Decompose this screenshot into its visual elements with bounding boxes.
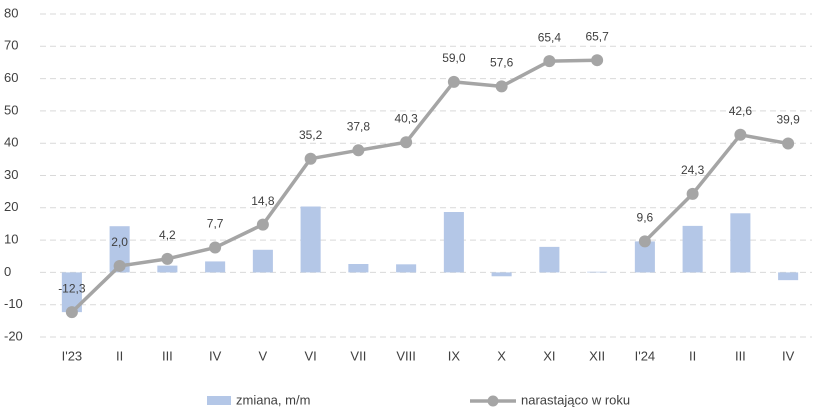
data-label: 59,0 bbox=[442, 51, 466, 65]
data-label: 2,0 bbox=[111, 235, 128, 249]
bar bbox=[587, 271, 608, 273]
bar bbox=[348, 264, 369, 273]
bar bbox=[205, 261, 226, 273]
y-tick-label: 0 bbox=[4, 264, 11, 279]
data-label: 37,8 bbox=[347, 119, 371, 133]
y-tick-label: 40 bbox=[4, 135, 18, 150]
x-tick-label: IV bbox=[782, 348, 795, 363]
line-marker bbox=[161, 252, 174, 265]
line-marker bbox=[591, 54, 604, 67]
bar bbox=[682, 225, 703, 273]
data-label: 9,6 bbox=[637, 211, 654, 225]
line-marker bbox=[113, 259, 126, 272]
line-marker bbox=[209, 241, 222, 254]
bar bbox=[634, 241, 655, 273]
bar bbox=[539, 246, 560, 273]
x-tick-label: V bbox=[259, 348, 268, 363]
line-marker bbox=[65, 306, 78, 319]
data-label: 35,2 bbox=[299, 128, 323, 142]
bar bbox=[300, 206, 321, 273]
legend-label: zmiana, m/m bbox=[236, 392, 310, 407]
bar bbox=[730, 213, 751, 273]
data-label: 4,2 bbox=[159, 228, 176, 242]
data-label: 57,6 bbox=[490, 56, 514, 70]
bar bbox=[443, 211, 464, 273]
y-tick-label: 50 bbox=[4, 102, 18, 117]
y-tick-label: 10 bbox=[4, 232, 18, 247]
y-tick-label: 60 bbox=[4, 70, 18, 85]
legend-swatch bbox=[207, 396, 231, 405]
x-tick-label: VIII bbox=[396, 348, 416, 363]
x-tick-label: IV bbox=[209, 348, 222, 363]
bar bbox=[157, 265, 178, 273]
bar bbox=[109, 226, 130, 273]
x-tick-label: II bbox=[689, 348, 696, 363]
x-tick-label: II bbox=[116, 348, 123, 363]
legend-marker bbox=[487, 395, 499, 407]
data-label: -12,3 bbox=[58, 281, 86, 295]
x-tick-label: III bbox=[162, 348, 173, 363]
bar bbox=[61, 272, 82, 313]
x-tick-label: VII bbox=[350, 348, 366, 363]
x-tick-label: VI bbox=[304, 348, 316, 363]
bar bbox=[396, 264, 417, 273]
data-label: 40,3 bbox=[394, 111, 418, 125]
line-marker bbox=[352, 144, 365, 157]
data-label: 14,8 bbox=[251, 194, 275, 208]
y-tick-label: 20 bbox=[4, 199, 18, 214]
line bbox=[643, 133, 789, 243]
data-label: 39,9 bbox=[776, 113, 800, 127]
line-marker bbox=[256, 218, 269, 231]
line-marker bbox=[782, 137, 795, 150]
data-label: 24,3 bbox=[681, 163, 705, 177]
x-tick-label: IX bbox=[448, 348, 461, 363]
data-label: 42,6 bbox=[729, 104, 753, 118]
bar bbox=[778, 272, 799, 281]
x-tick-label: XII bbox=[589, 348, 605, 363]
legend-label: narastająco w roku bbox=[521, 392, 630, 407]
bar bbox=[252, 249, 273, 273]
line-marker bbox=[638, 235, 651, 248]
line-marker bbox=[686, 187, 699, 200]
y-tick-label: -20 bbox=[4, 328, 23, 343]
line-marker bbox=[304, 152, 317, 165]
x-tick-label: XI bbox=[543, 348, 555, 363]
y-tick-label: 70 bbox=[4, 38, 18, 53]
y-tick-label: 80 bbox=[4, 5, 18, 20]
y-tick-label: 30 bbox=[4, 167, 18, 182]
line-marker bbox=[495, 80, 508, 93]
line bbox=[70, 58, 598, 314]
data-label: 65,4 bbox=[538, 30, 562, 44]
bar bbox=[491, 272, 512, 277]
line-marker bbox=[543, 55, 556, 68]
data-label: 65,7 bbox=[585, 29, 609, 43]
line-marker bbox=[400, 136, 413, 149]
line-marker bbox=[447, 75, 460, 88]
line-marker bbox=[734, 128, 747, 141]
x-tick-label: III bbox=[735, 348, 746, 363]
y-tick-label: -10 bbox=[4, 296, 23, 311]
x-tick-label: I'24 bbox=[635, 348, 656, 363]
x-tick-label: I'23 bbox=[62, 348, 83, 363]
x-tick-label: X bbox=[497, 348, 506, 363]
data-label: 7,7 bbox=[207, 217, 224, 231]
